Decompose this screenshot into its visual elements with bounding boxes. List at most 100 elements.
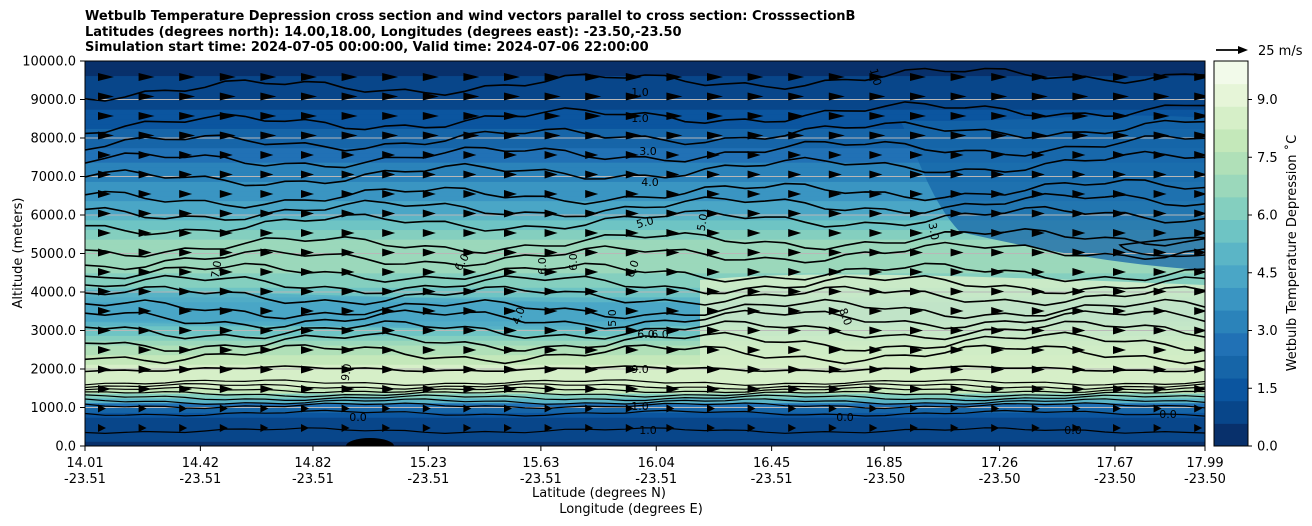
wind-vector [1072,287,1086,296]
wind-vector [666,307,680,315]
colorbar-swatch [1214,83,1248,107]
wind-vector [625,92,642,101]
wind-vector [1194,151,1205,159]
wind-vector [98,287,111,296]
wind-vector [1113,248,1126,257]
wind-vector [301,170,314,179]
wind-vector [1072,151,1086,159]
wind-vector [828,268,842,276]
wind-vector [950,92,967,101]
wind-vector [1194,248,1205,257]
wind-vector [950,229,964,237]
wind-vector [382,404,391,413]
wind-vector [301,151,314,159]
wind-vector [910,229,923,237]
wind-vector [179,229,193,237]
wind-vector [98,346,111,354]
wind-vector [138,385,152,393]
wind-vector [625,326,639,335]
depression-band [85,138,1205,144]
wind-vector [1113,268,1126,276]
wind-vector [504,287,517,296]
wind-vector [301,229,314,237]
depression-band [85,85,1205,91]
wind-vector [666,326,680,335]
wind-vector [707,131,723,140]
wind-vector [260,151,274,159]
wind-vector [138,365,152,374]
wind-vector [828,112,845,120]
depression-band [85,388,1205,394]
wind-vector [991,112,1008,120]
contour-line [85,135,1205,169]
depression-band [85,277,1205,283]
wind-vector [1031,73,1048,81]
wind-vector [219,424,228,432]
wind-vector [504,229,517,237]
wind-vector [219,346,233,354]
wind-vector [1153,365,1167,374]
contour-label: 0.0 [349,411,367,424]
wind-vector [991,73,1008,81]
wind-vector [463,73,480,81]
wind-vector [1031,365,1045,374]
colorbar-swatch [1214,106,1248,130]
wind-vector [463,404,472,413]
wind-vector [666,170,680,179]
depression-band [85,123,1205,129]
title-line-2: Latitudes (degrees north): 14.00,18.00, … [85,24,682,40]
wind-vector [585,92,602,101]
depression-band [85,171,1205,178]
wind-vector [382,151,396,159]
wind-vector [341,385,355,393]
wind-vector [504,404,512,413]
wind-vector [1072,170,1086,179]
wind-vector [991,92,1008,101]
wind-vector [707,287,720,296]
wind-vector [98,326,111,335]
wind-vector [910,385,923,393]
depression-band [85,359,1205,365]
wind-vector [1072,112,1089,120]
wind-vector [950,131,967,140]
wind-vector [1031,229,1045,237]
wind-vector [747,229,761,237]
wind-vector [707,170,720,179]
y-tick-label: 8000.0 [31,132,77,147]
wind-vector [869,112,886,120]
wind-vector [910,404,918,413]
wind-vectors [98,73,1205,432]
wind-vector [666,248,680,257]
wind-vector [301,385,314,393]
wind-vector [585,365,599,374]
wind-vector [747,326,761,335]
wind-vector [260,424,269,432]
wind-vector [1153,209,1167,218]
depression-band [85,162,1205,168]
wind-vector [422,287,436,296]
colorbar-swatch [1214,196,1248,221]
wind-vector [1113,404,1121,413]
colorbar-swatch [1214,151,1248,175]
wind-vector [422,151,436,159]
wind-vector [341,307,355,315]
wind-vector [991,170,1005,179]
wind-vector [747,307,761,315]
wind-vector [382,365,396,374]
wind-vector [910,326,923,335]
wind-vector [138,209,152,218]
wind-vector [382,248,396,257]
wind-vector [301,248,314,257]
wind-vector [1194,170,1205,179]
wind-vector [260,190,274,198]
wind-vector [828,307,842,315]
contour-line [85,285,1205,307]
wind-vector [1072,92,1089,101]
contour-line [85,402,1205,410]
wind-vector [625,190,639,198]
wind-vector [544,170,558,179]
x-tick-label-lat: 16.04 [638,456,675,471]
wind-vector [98,112,114,120]
wind-vector [260,346,274,354]
wind-vector [544,385,558,393]
